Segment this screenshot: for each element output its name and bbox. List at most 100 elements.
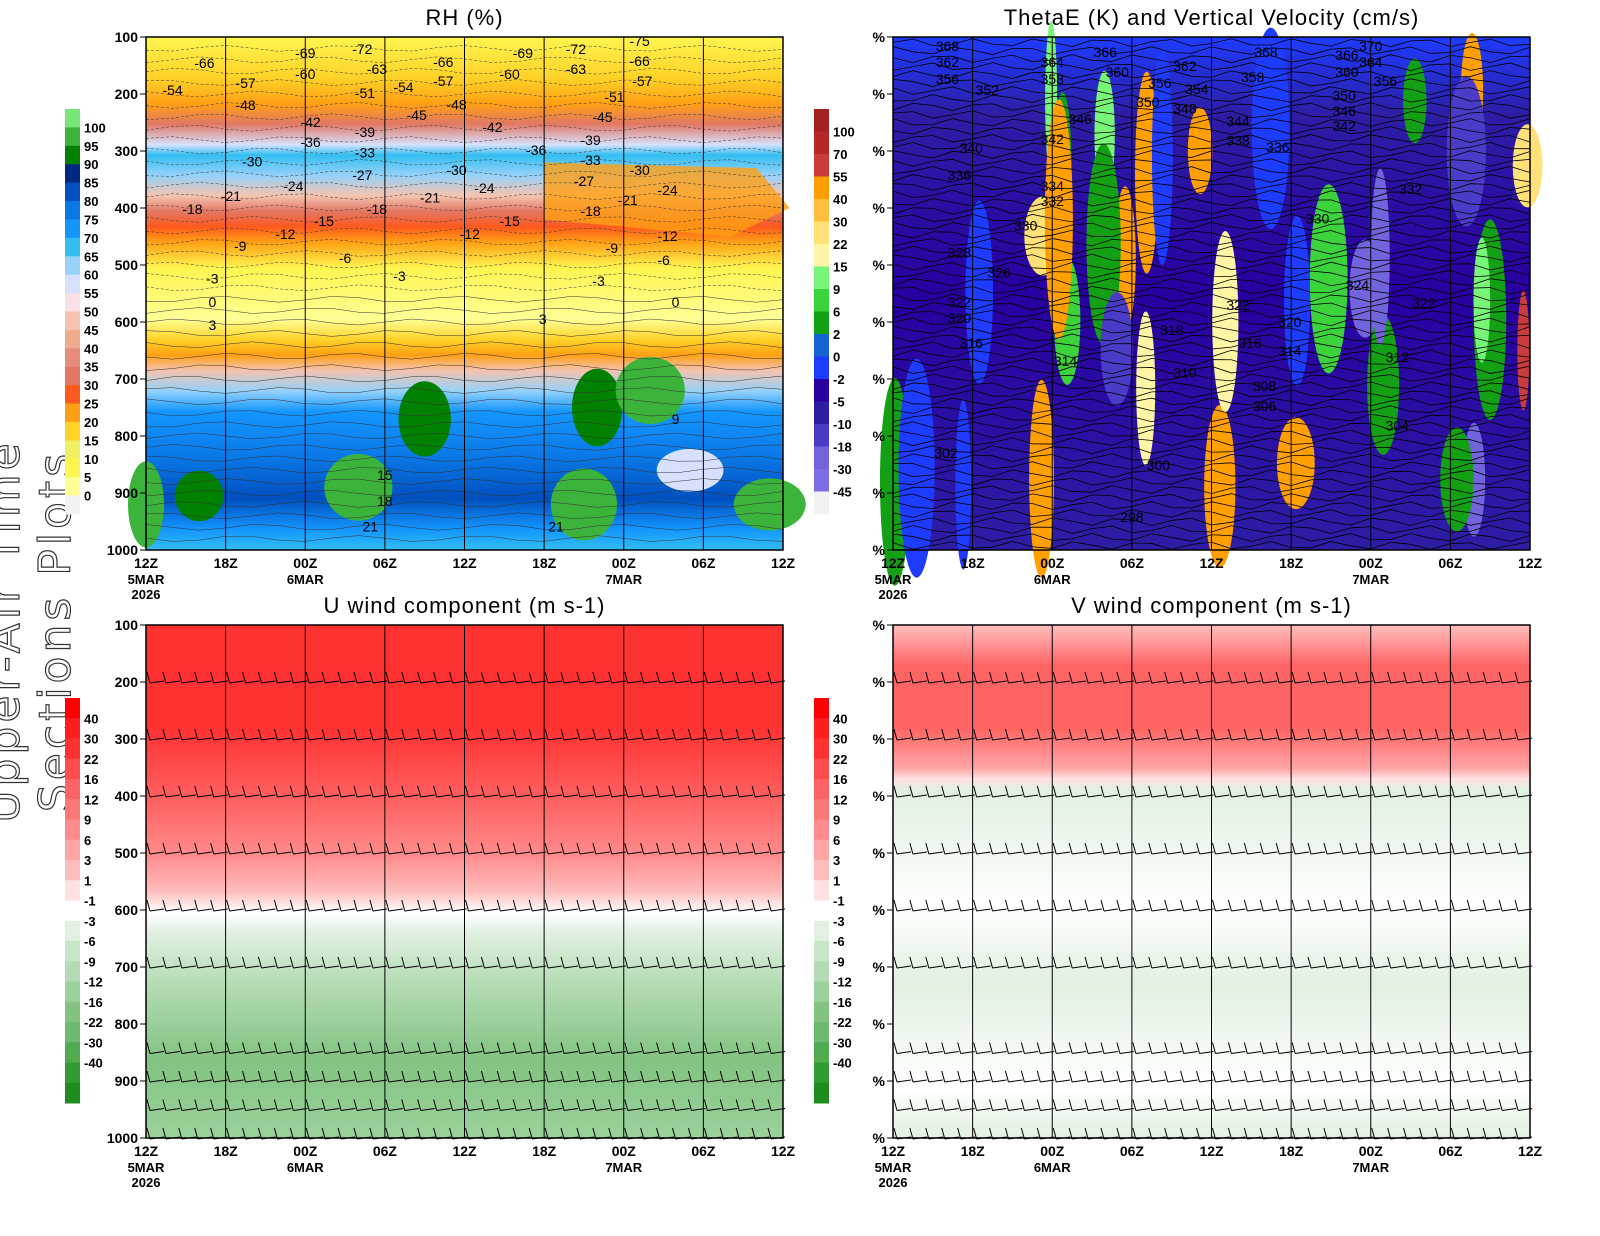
wind-barb-flag <box>242 671 247 684</box>
wind-barb-flag <box>1275 785 1280 798</box>
wind-barb-flag <box>735 728 740 741</box>
wind-barb-flag <box>528 785 533 798</box>
wind-barb-flag <box>369 1070 374 1083</box>
wind-barb-flag <box>1211 1070 1216 1083</box>
colorbar-swatch <box>814 961 829 982</box>
wind-barb <box>516 1108 531 1111</box>
wind-barb-flag <box>1243 956 1248 969</box>
y-tick-label: 100 <box>115 29 139 45</box>
wind-barb <box>1247 1108 1262 1111</box>
wind-barb-flag <box>925 1099 930 1111</box>
contour-label: 366 <box>1094 44 1118 60</box>
y-tick-label: 1000 <box>107 1130 138 1146</box>
wind-barb <box>659 851 674 855</box>
wind-barb-flag <box>592 728 597 741</box>
colorbar-swatch <box>65 237 80 257</box>
wind-barb-flag <box>1020 956 1025 969</box>
colorbar-label: 35 <box>84 360 98 375</box>
y-tick-label: % <box>873 617 886 633</box>
moist-patch <box>656 448 724 492</box>
wind-barb-flag <box>560 1127 565 1140</box>
wind-barb-flag <box>1387 1070 1392 1083</box>
wind-barb <box>325 737 340 741</box>
wind-barb-flag <box>1403 956 1408 969</box>
wind-barb-flag <box>1482 899 1487 912</box>
contour-label: -21 <box>420 190 440 206</box>
wind-barb <box>500 1079 515 1083</box>
wind-barb-flag <box>608 899 613 912</box>
wind-barb <box>1454 680 1469 684</box>
colorbar-swatch <box>814 311 829 335</box>
colorbar-label: 9 <box>84 813 91 828</box>
y-tick-label: % <box>873 1016 886 1032</box>
wind-barb <box>420 908 435 912</box>
colorbar-swatch <box>65 860 80 881</box>
wind-barb <box>912 794 927 798</box>
wind-barb-flag <box>369 899 374 912</box>
wind-barb-flag <box>1164 1042 1169 1054</box>
wind-barb <box>1215 1108 1230 1111</box>
wind-barb <box>1135 965 1150 969</box>
wind-barb-flag <box>1052 1070 1057 1083</box>
date-label: 6MAR <box>1034 572 1071 587</box>
colorbar-label: -18 <box>833 440 852 455</box>
velocity-patch <box>1517 290 1530 411</box>
wind-barb-flag <box>909 956 914 969</box>
wind-barb-flag <box>1514 785 1519 798</box>
y-tick-label: % <box>873 200 886 216</box>
wind-barb <box>1295 794 1310 798</box>
wind-barb-flag <box>496 1042 501 1054</box>
plot-frame <box>145 36 784 551</box>
wind-barb <box>1088 1051 1103 1054</box>
wind-barb-flag <box>210 785 215 798</box>
contour-label: -36 <box>526 142 546 158</box>
wind-barb-flag <box>289 785 294 798</box>
wind-barb <box>627 1108 642 1111</box>
wind-barb-flag <box>1084 1070 1089 1083</box>
wind-barb <box>723 1108 738 1111</box>
wind-barb <box>896 1108 912 1111</box>
wind-barb <box>1374 908 1389 912</box>
wind-barb <box>1470 908 1485 912</box>
wind-barb-flag <box>449 842 454 855</box>
contour-label: -9 <box>234 238 247 254</box>
colorbar-swatch <box>65 403 80 423</box>
colorbar-swatch <box>65 458 80 478</box>
wind-barb <box>500 737 515 741</box>
wind-barb <box>1454 794 1469 798</box>
contour-label: 21 <box>548 519 564 535</box>
wind-barb <box>1486 851 1501 855</box>
colorbar-label: -3 <box>84 914 96 929</box>
wind-barb <box>261 1108 276 1111</box>
wind-barb-flag <box>194 1042 199 1054</box>
wind-barb-flag <box>1275 1099 1280 1111</box>
wind-barb-flag <box>1403 842 1408 855</box>
colorbar-label: 40 <box>833 711 847 726</box>
wind-barb <box>149 794 165 798</box>
wind-barb <box>229 1051 244 1054</box>
wind-barb <box>643 965 658 969</box>
wind-barb <box>1135 680 1150 684</box>
wind-barb-flag <box>751 1099 756 1111</box>
wind-barb-flag <box>608 956 613 969</box>
wind-barb-flag <box>1466 842 1471 855</box>
wind-barb-flag <box>1307 785 1312 798</box>
colorbar-label: 60 <box>84 268 98 283</box>
wind-barb <box>484 680 499 684</box>
wind-barb <box>1486 1079 1501 1083</box>
wind-barb <box>1183 794 1198 798</box>
wind-barb <box>563 908 579 912</box>
wind-barb <box>309 965 324 969</box>
x-tick-label: 18Z <box>961 1143 986 1159</box>
colorbar-label: 30 <box>84 378 98 393</box>
wind-barb <box>675 794 690 798</box>
x-tick-label: 00Z <box>293 555 318 571</box>
wind-barb-flag <box>1498 956 1503 969</box>
wind-barb-flag <box>433 671 438 684</box>
wind-barb-flag <box>640 1042 645 1054</box>
wind-barb <box>1502 908 1517 912</box>
wind-barb-flag <box>592 1042 597 1054</box>
wind-barb-flag <box>719 728 724 741</box>
contour-label: 302 <box>934 445 958 461</box>
wind-barb-flag <box>1450 728 1455 741</box>
